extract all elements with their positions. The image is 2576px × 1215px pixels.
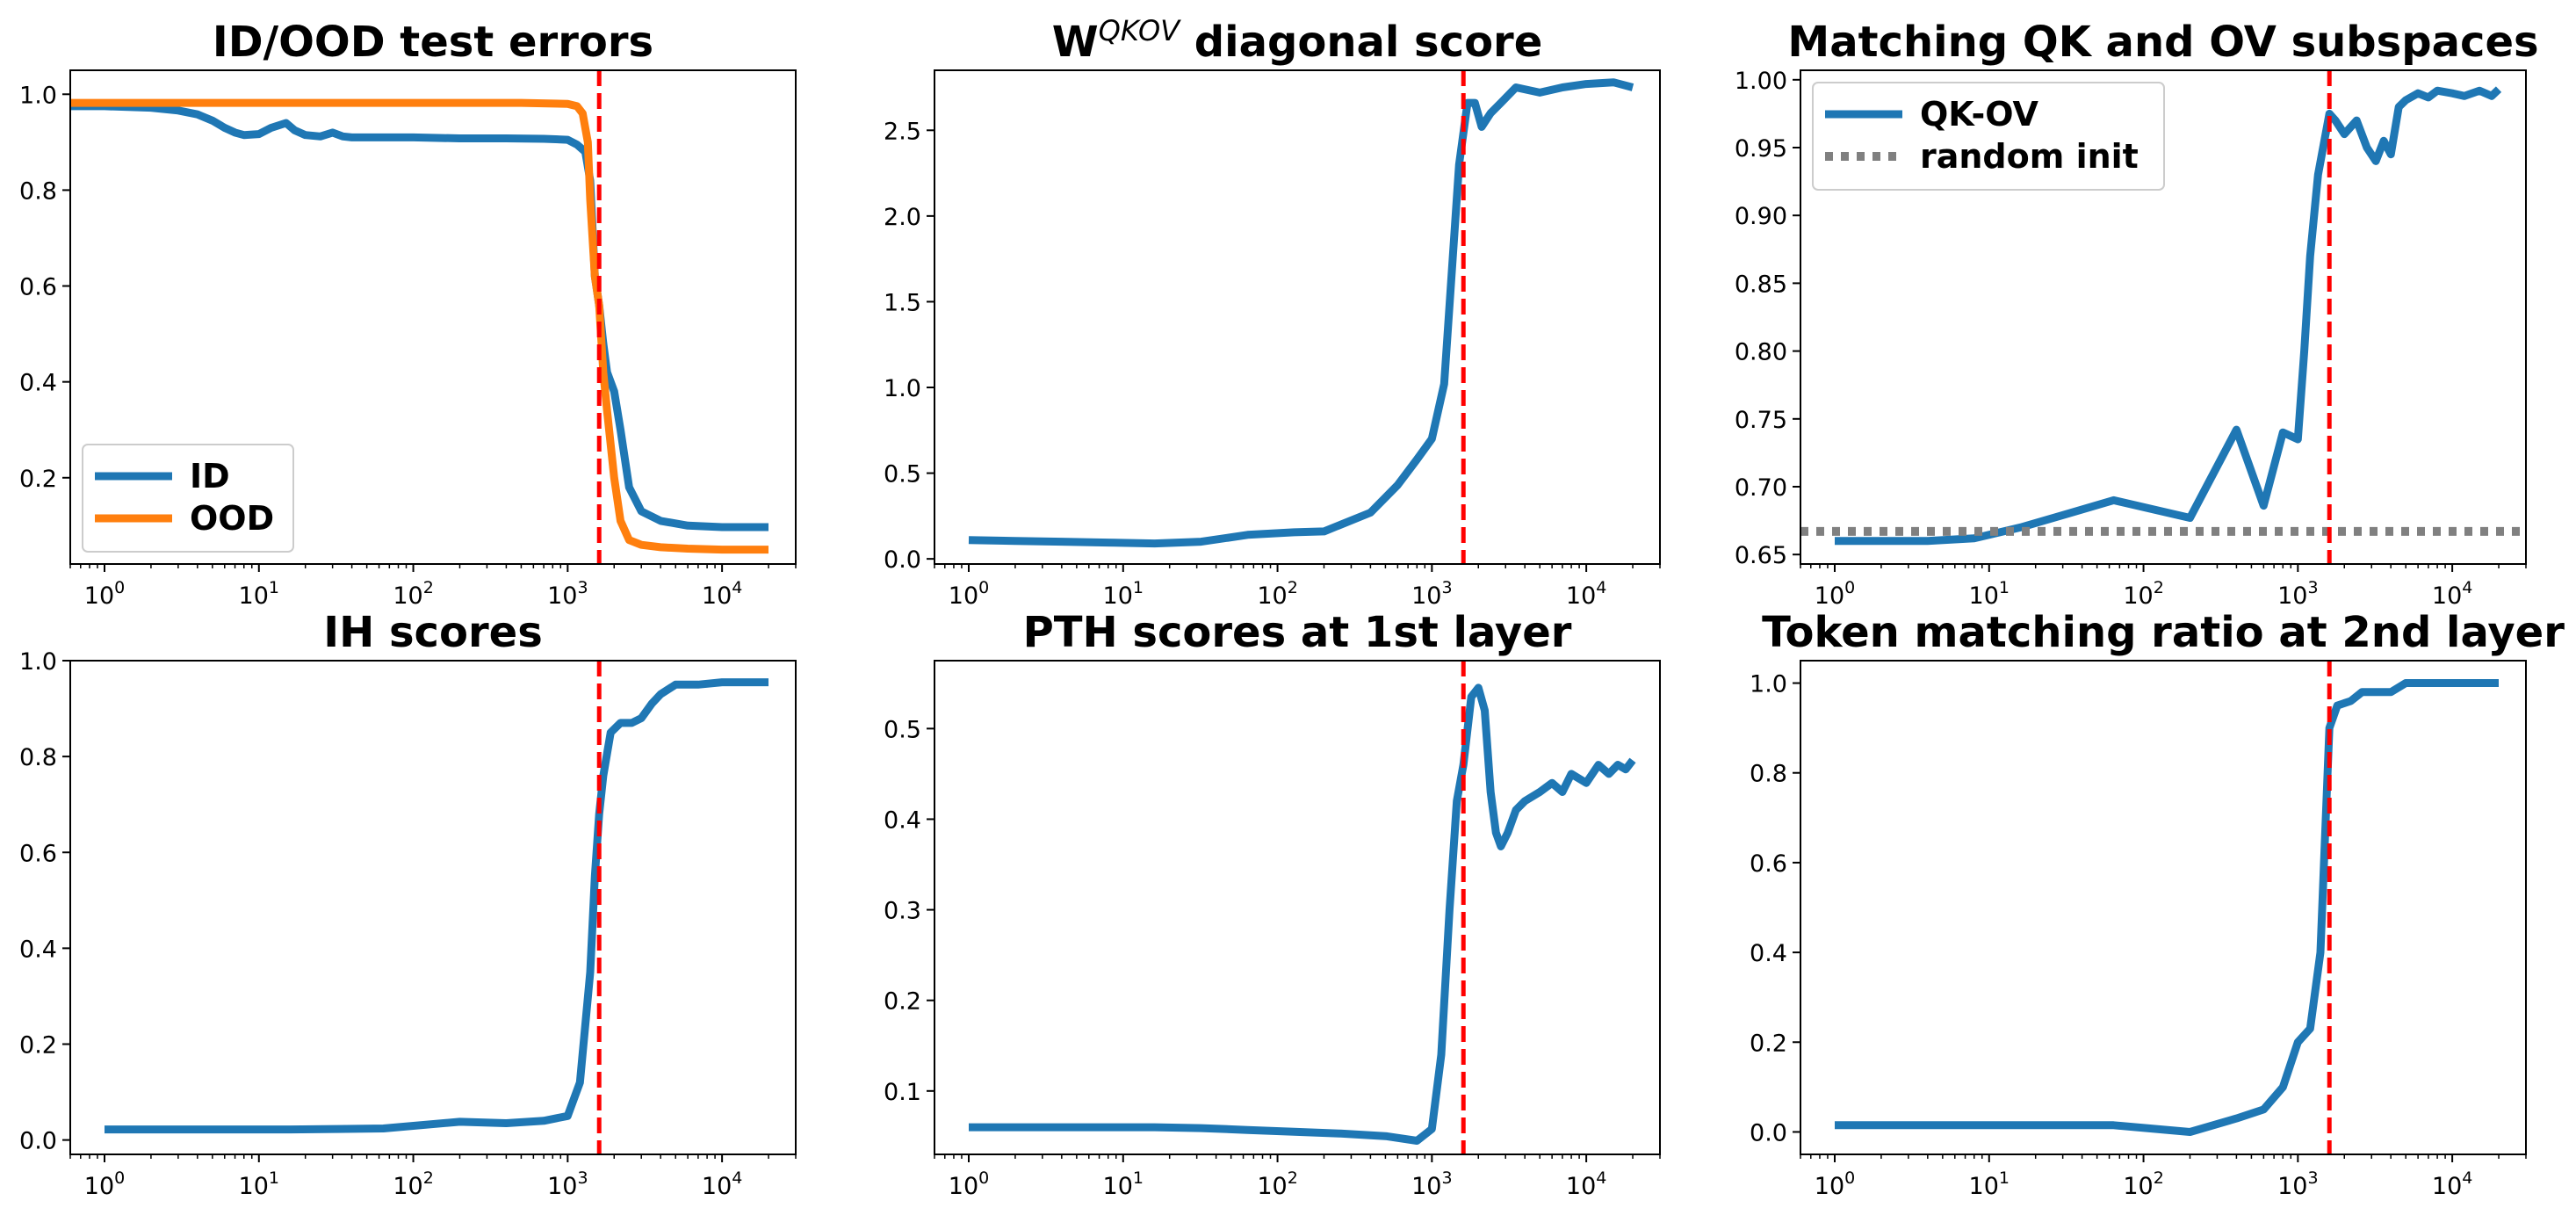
y-tick-label: 0.3 — [884, 898, 921, 925]
x-tick-label: 101 — [239, 1168, 279, 1200]
axes-frame — [1800, 69, 2527, 565]
y-tick-label: 2.0 — [884, 204, 921, 231]
y-tick-label: 0.2 — [19, 1032, 57, 1060]
legend-box — [1812, 82, 2165, 191]
chart-title: WQKOV diagonal score — [1052, 14, 1543, 67]
x-tick-label: 102 — [393, 578, 433, 610]
chart-panel-4: 0.0 0.2 0.4 0.6 0.8 1.0 100 101 102 103 104 IH scor… — [19, 608, 797, 1200]
x-tick-label: 104 — [2432, 1168, 2472, 1200]
series-line-ih — [105, 678, 768, 1134]
chart-panel-1: 0.2 0.4 0.6 0.8 1.0 100 101 102 103 104 ID/OOD tes… — [19, 18, 797, 610]
y-tick-label: 1.0 — [884, 375, 921, 402]
series-line-id — [70, 102, 768, 532]
y-tick-label: 0.70 — [1735, 474, 1787, 502]
legend-label: OOD — [190, 499, 274, 538]
y-tick-label: 0.8 — [1750, 761, 1787, 788]
chart-title: ID/OOD test errors — [213, 18, 653, 67]
axes-frame — [934, 660, 1661, 1155]
series-line-token-matching — [1835, 679, 2499, 1136]
y-tick-label: 0.4 — [884, 806, 921, 834]
chart-panel-6: 0.0 0.2 0.4 0.6 0.8 1.0 100 101 102 103 104 Token m… — [1750, 608, 2565, 1200]
y-tick-label: 0.5 — [884, 461, 921, 488]
axes-frame — [69, 660, 797, 1155]
y-tick-label: 0.4 — [19, 370, 57, 397]
y-tick-label: 0.8 — [19, 744, 57, 771]
y-tick-label: 0.2 — [884, 988, 921, 1016]
y-tick-label: 0.95 — [1735, 135, 1787, 163]
axes-frame — [69, 69, 797, 565]
y-tick-label: 0.6 — [1750, 850, 1787, 878]
y-tick-label: 0.1 — [884, 1079, 921, 1106]
chart-panel-2: 0.0 0.5 1.0 1.5 2.0 2.5 100 101 102 103 104 WQKOV d… — [884, 14, 1661, 610]
axes-frame — [1800, 660, 2527, 1155]
series-line-qk-ov — [1835, 86, 2502, 546]
y-tick-label: 0.2 — [19, 466, 57, 493]
x-tick-label: 100 — [1815, 1168, 1855, 1200]
series-line-diagonal — [968, 78, 1634, 548]
x-tick-label: 103 — [1411, 1168, 1452, 1200]
legend-label: QK-OV — [1920, 95, 2039, 134]
x-tick-label: 102 — [393, 1168, 433, 1200]
x-tick-label: 103 — [2277, 1168, 2318, 1200]
x-tick-label: 102 — [2123, 578, 2163, 610]
x-tick-label: 101 — [1103, 578, 1144, 610]
y-tick-label: 0.90 — [1735, 203, 1787, 230]
legend: ID OOD — [82, 444, 294, 553]
x-tick-label: 100 — [949, 1168, 989, 1200]
x-tick-label: 100 — [1815, 578, 1855, 610]
chart-title: IH scores — [323, 608, 543, 657]
y-tick-label: 0.80 — [1735, 339, 1787, 366]
y-tick-label: 0.4 — [1750, 940, 1787, 967]
x-tick-label: 100 — [84, 578, 125, 610]
y-tick-label: 1.5 — [884, 289, 921, 316]
axes-frame — [934, 69, 1661, 565]
legend-label: ID — [190, 457, 230, 495]
y-tick-label: 0.6 — [19, 274, 57, 301]
x-tick-label: 103 — [547, 578, 588, 610]
x-tick-label: 104 — [702, 578, 742, 610]
y-tick-label: 0.75 — [1735, 407, 1787, 434]
y-tick-label: 0.0 — [1750, 1119, 1787, 1146]
x-tick-label: 102 — [1257, 1168, 1297, 1200]
y-tick-label: 0.2 — [1750, 1030, 1787, 1057]
y-tick-label: 0.6 — [19, 840, 57, 867]
y-tick-label: 1.0 — [1750, 671, 1787, 698]
y-tick-label: 1.00 — [1735, 68, 1787, 95]
y-tick-label: 0.0 — [19, 1128, 57, 1155]
y-tick-label: 0.5 — [884, 716, 921, 743]
x-tick-label: 103 — [547, 1168, 588, 1200]
x-tick-label: 104 — [2432, 578, 2472, 610]
y-tick-label: 0.65 — [1735, 542, 1787, 569]
x-tick-label: 104 — [1566, 1168, 1606, 1200]
x-tick-label: 101 — [1103, 1168, 1144, 1200]
chart-title: Matching QK and OV subspaces — [1787, 18, 2538, 67]
y-tick-label: 0.0 — [884, 546, 921, 574]
y-tick-label: 1.0 — [19, 648, 57, 676]
x-tick-label: 102 — [2123, 1168, 2163, 1200]
series-line-pth — [969, 683, 1636, 1145]
x-tick-label: 100 — [949, 578, 989, 610]
x-tick-label: 103 — [2277, 578, 2318, 610]
y-tick-label: 0.8 — [19, 177, 57, 205]
y-tick-label: 2.5 — [884, 118, 921, 145]
chart-panel-3: 0.65 0.70 0.75 0.80 0.85 0.90 0.95 1.00 100 101 10… — [1735, 18, 2539, 610]
legend-label: random init — [1920, 137, 2139, 176]
y-tick-label: 0.4 — [19, 936, 57, 963]
y-tick-label: 1.0 — [19, 82, 57, 109]
x-tick-label: 104 — [1566, 578, 1606, 610]
legend-box — [82, 444, 294, 553]
x-tick-label: 101 — [1969, 578, 2010, 610]
x-tick-label: 100 — [84, 1168, 125, 1200]
x-tick-label: 101 — [239, 578, 279, 610]
y-tick-label: 0.85 — [1735, 271, 1787, 298]
x-tick-label: 104 — [702, 1168, 742, 1200]
chart-panel-5: 0.1 0.2 0.3 0.4 0.5 100 101 102 103 104 PTH scores… — [884, 608, 1661, 1200]
chart-title: PTH scores at 1st layer — [1023, 608, 1572, 657]
chart-title: Token matching ratio at 2nd layer — [1762, 608, 2565, 657]
x-tick-label: 101 — [1969, 1168, 2010, 1200]
x-tick-label: 103 — [1411, 578, 1452, 610]
x-tick-label: 102 — [1257, 578, 1297, 610]
